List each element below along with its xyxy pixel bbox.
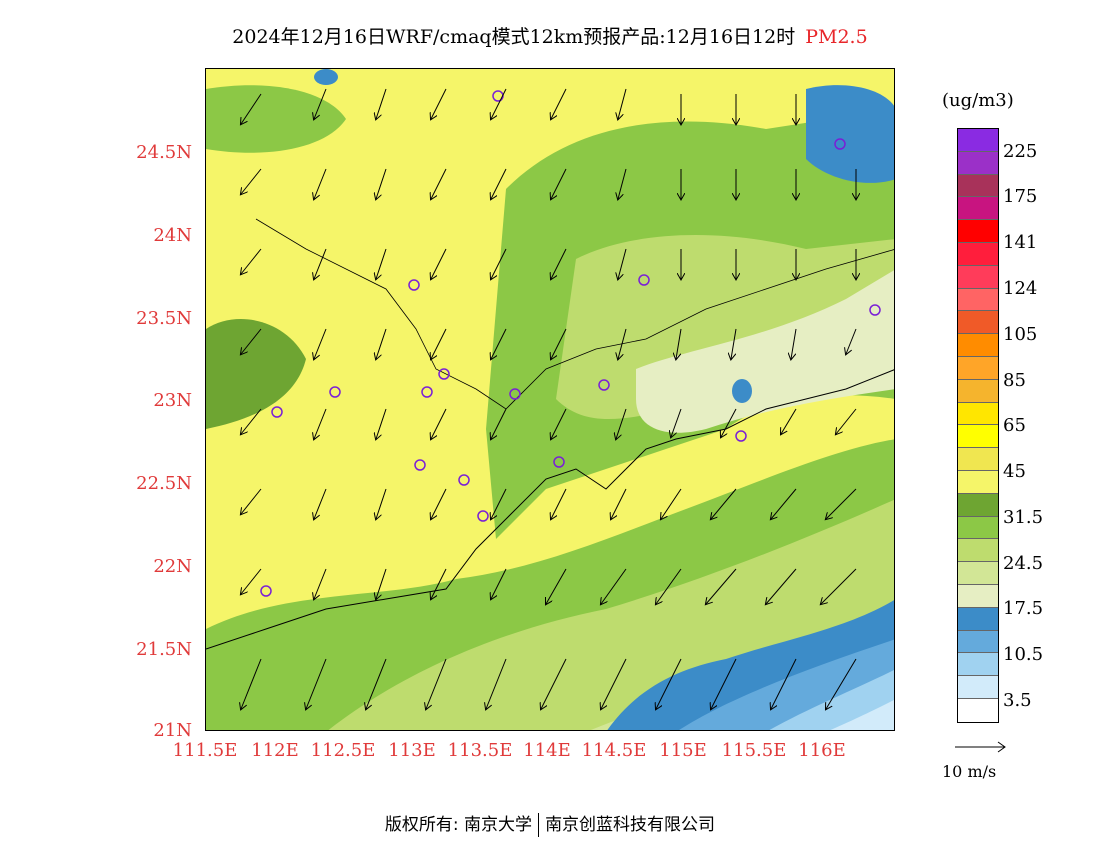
legend-swatch (958, 584, 998, 608)
station-marker (509, 388, 521, 400)
station-marker (271, 406, 283, 418)
legend-swatch (958, 242, 998, 266)
legend-swatch (958, 425, 998, 449)
legend-label: 10.5 (1003, 644, 1044, 665)
station-marker (458, 474, 470, 486)
y-tick-label: 23N (153, 390, 192, 411)
y-tick-label: 22.5N (136, 473, 192, 494)
copyright-left: 版权所有: 南京大学 (384, 815, 533, 835)
title-pollutant: PM2.5 (805, 26, 868, 48)
station-marker (408, 279, 420, 291)
legend-swatch (958, 493, 998, 517)
station-marker (477, 510, 489, 522)
station-marker (553, 456, 565, 468)
title-main: 2024年12月16日WRF/cmaq模式12km预报产品:12月16日12时 (232, 26, 796, 48)
station-marker (598, 379, 610, 391)
legend-label: 105 (1003, 324, 1038, 345)
y-tick-label: 21.5N (136, 639, 192, 660)
copyright: 版权所有: 南京大学 南京创蓝科技有限公司 (0, 810, 1100, 837)
station-marker (869, 304, 881, 316)
legend-swatch (958, 129, 998, 152)
y-tick-label: 21N (153, 720, 192, 741)
legend-swatch (958, 197, 998, 221)
station-marker (260, 585, 272, 597)
legend-swatch (958, 288, 998, 312)
station-marker (834, 138, 846, 150)
legend-swatch (958, 220, 998, 243)
legend-swatch (958, 516, 998, 540)
y-tick-label: 24.5N (136, 142, 192, 163)
copyright-separator (538, 813, 540, 837)
x-tick-label: 112.5E (310, 740, 376, 761)
map-canvas (206, 69, 894, 730)
y-tick-label: 22N (153, 556, 192, 577)
x-tick-label: 111.5E (172, 740, 238, 761)
station-marker (414, 459, 426, 471)
legend-label: 65 (1003, 415, 1026, 436)
legend-swatch (958, 356, 998, 380)
blue-spot-central (732, 379, 752, 403)
station-marker (438, 368, 450, 380)
legend-label: 45 (1003, 461, 1026, 482)
x-tick-label: 113.5E (447, 740, 513, 761)
wind-reference-arrow (955, 741, 1006, 753)
legend-label: 124 (1003, 278, 1038, 299)
station-marker (735, 430, 747, 442)
blue-spot-north (314, 69, 338, 85)
legend-label: 31.5 (1003, 507, 1044, 528)
station-marker (329, 386, 341, 398)
legend-swatch (958, 402, 998, 426)
legend-label: 3.5 (1003, 690, 1032, 711)
x-tick-label: 113E (388, 740, 436, 761)
legend-swatch (958, 174, 998, 198)
legend-swatch (958, 151, 998, 175)
legend-label: 175 (1003, 186, 1038, 207)
legend-label: 17.5 (1003, 598, 1044, 619)
wind-reference-label: 10 m/s (942, 762, 997, 781)
legend-swatch (958, 653, 998, 677)
x-tick-label: 112E (251, 740, 299, 761)
station-marker (638, 274, 650, 286)
y-tick-label: 24N (153, 225, 192, 246)
pale-field-east (636, 270, 894, 433)
pm25-map (205, 68, 895, 731)
legend-swatch (958, 311, 998, 335)
legend-swatch (958, 379, 998, 403)
blue-pale-south (830, 699, 894, 730)
legend-swatch (958, 334, 998, 357)
legend-swatch (958, 698, 998, 722)
x-tick-label: 114E (523, 740, 571, 761)
blue-patch-ne (806, 85, 894, 183)
legend-swatch (958, 630, 998, 654)
legend-swatch (958, 607, 998, 631)
x-tick-label: 114.5E (581, 740, 647, 761)
legend-label: 141 (1003, 232, 1038, 253)
legend-units: (ug/m3) (942, 90, 1014, 111)
copyright-right: 南京创蓝科技有限公司 (545, 815, 716, 835)
x-tick-label: 116E (798, 740, 846, 761)
color-legend (957, 128, 999, 723)
legend-swatch (958, 562, 998, 585)
x-tick-label: 115E (659, 740, 707, 761)
wind-arrows (241, 88, 856, 709)
y-tick-label: 23.5N (136, 308, 192, 329)
legend-swatch (958, 448, 998, 471)
station-marker (421, 386, 433, 398)
legend-swatch (958, 539, 998, 563)
chart-title: 2024年12月16日WRF/cmaq模式12km预报产品:12月16日12时 P… (0, 22, 1100, 49)
legend-swatch (958, 265, 998, 289)
green-blob-west (206, 319, 306, 429)
legend-label: 225 (1003, 141, 1038, 162)
legend-label: 85 (1003, 370, 1026, 391)
green-blob-nw (206, 85, 346, 153)
x-tick-label: 115.5E (721, 740, 787, 761)
legend-label: 24.5 (1003, 553, 1044, 574)
legend-swatch (958, 676, 998, 699)
legend-swatch (958, 470, 998, 494)
